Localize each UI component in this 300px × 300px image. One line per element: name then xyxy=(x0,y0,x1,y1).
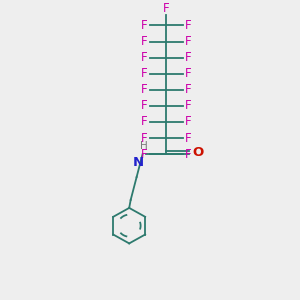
Text: F: F xyxy=(185,132,192,145)
Text: F: F xyxy=(141,51,148,64)
Text: F: F xyxy=(185,19,192,32)
Text: F: F xyxy=(185,67,192,80)
Text: F: F xyxy=(141,148,148,160)
Text: F: F xyxy=(185,116,192,128)
Text: F: F xyxy=(185,99,192,112)
Text: F: F xyxy=(141,83,148,96)
Text: F: F xyxy=(141,116,148,128)
Text: F: F xyxy=(185,83,192,96)
Text: F: F xyxy=(141,19,148,32)
Text: O: O xyxy=(192,146,203,159)
Text: F: F xyxy=(185,35,192,48)
Text: F: F xyxy=(141,99,148,112)
Text: H: H xyxy=(140,141,148,151)
Text: F: F xyxy=(185,148,192,160)
Text: F: F xyxy=(185,51,192,64)
Text: F: F xyxy=(163,2,170,15)
Text: F: F xyxy=(141,35,148,48)
Text: N: N xyxy=(133,156,144,169)
Text: F: F xyxy=(141,132,148,145)
Text: F: F xyxy=(141,67,148,80)
